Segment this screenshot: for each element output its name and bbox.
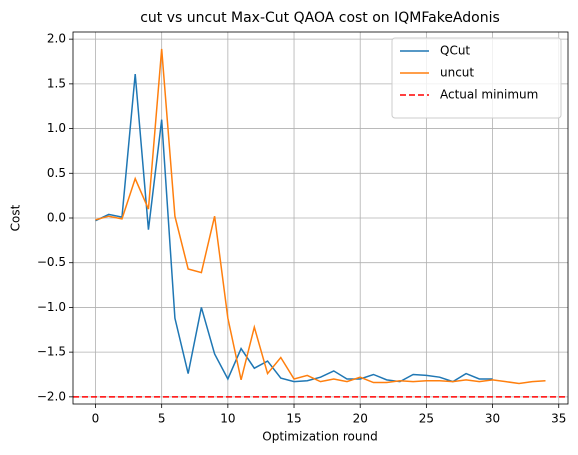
data-line	[95, 48, 546, 385]
x-tick-label: 5	[158, 412, 166, 426]
data-line	[95, 73, 493, 383]
y-tick-label: −0.5	[37, 255, 66, 269]
x-tick-label: 0	[92, 412, 100, 426]
legend-box	[391, 37, 562, 119]
x-tick-label: 30	[485, 412, 500, 426]
y-tick-label: −2.0	[37, 389, 66, 403]
x-tick-label: 35	[551, 412, 566, 426]
y-tick-label: 2.0	[47, 32, 66, 46]
x-axis-label: Optimization round	[262, 430, 377, 444]
legend-label: QCut	[440, 44, 470, 58]
plot-frame	[72, 31, 569, 405]
x-tick-label: 20	[353, 412, 368, 426]
y-axis-label: Cost	[9, 204, 23, 231]
y-tick-label: −1.0	[37, 300, 66, 314]
y-tick-label: −1.5	[37, 345, 66, 359]
legend-label: uncut	[440, 66, 474, 80]
x-tick-label: 25	[419, 412, 434, 426]
chart-title: cut vs uncut Max-Cut QAOA cost on IQMFak…	[140, 10, 500, 26]
x-tick-label: 10	[220, 412, 235, 426]
y-tick-label: 0.0	[47, 211, 66, 225]
y-tick-label: 1.5	[47, 76, 66, 90]
legend-label: Actual minimum	[440, 88, 538, 102]
y-tick-label: 1.0	[47, 121, 66, 135]
x-tick-label: 15	[286, 412, 301, 426]
y-tick-label: 0.5	[47, 166, 66, 180]
